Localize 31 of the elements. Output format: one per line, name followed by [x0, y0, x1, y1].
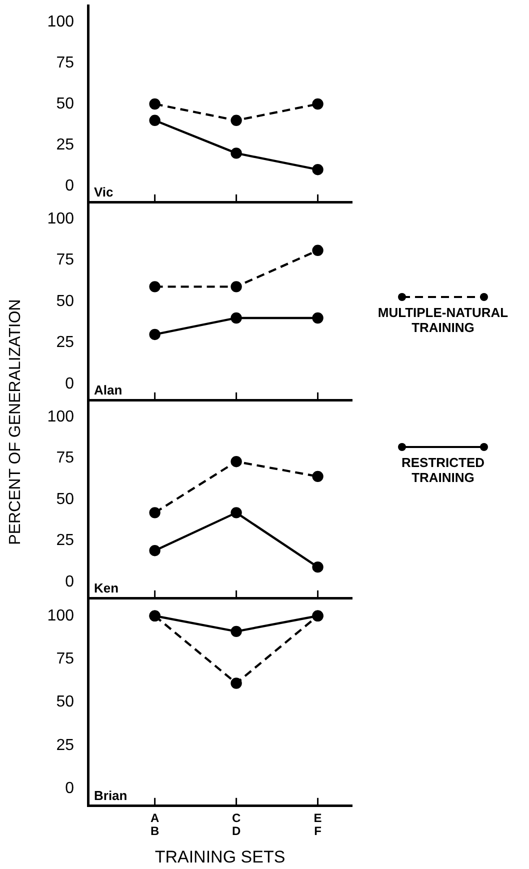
x-tick-label: A B: [150, 810, 160, 838]
annotation: Ken: [94, 580, 119, 596]
x-tick-label: C D: [232, 810, 241, 838]
y-tick-label: 25: [56, 736, 74, 754]
y-tick-label: 75: [56, 450, 74, 467]
y-tick-label: 50: [56, 490, 74, 508]
y-tick-label: 0: [65, 573, 74, 590]
annotation: Brian: [94, 788, 128, 803]
y-tick-label: 50: [56, 292, 74, 310]
y-tick-label: 100: [47, 13, 74, 30]
y-tick-label: 75: [56, 54, 74, 72]
y-tick-label: 50: [56, 694, 74, 711]
legend-label: RESTRICTED TRAINING: [400, 454, 486, 485]
y-tick-label: 25: [56, 334, 74, 352]
y-tick-label: 50: [56, 95, 74, 112]
y-tick-label: 25: [56, 532, 74, 550]
y-tick-label: 100: [47, 210, 74, 228]
y-tick-label: 0: [65, 375, 74, 392]
y-tick-label: 75: [56, 650, 74, 668]
y-tick-label: 0: [65, 177, 74, 194]
annotation: Vic: [94, 184, 114, 200]
legend-label: MULTIPLE-NATURAL TRAINING: [376, 304, 510, 335]
y-tick-label: 100: [47, 408, 74, 426]
y-axis-title: PERCENT OF GENERALIZATION: [7, 299, 25, 545]
y-tick-label: 100: [47, 607, 74, 624]
y-tick-label: 25: [56, 136, 74, 154]
y-tick-label: 0: [65, 780, 74, 798]
x-axis-title: TRAINING SETS: [154, 847, 286, 866]
x-tick-label: E F: [314, 810, 322, 838]
y-tick-label: 75: [56, 252, 74, 269]
annotation: Alan: [94, 382, 122, 398]
